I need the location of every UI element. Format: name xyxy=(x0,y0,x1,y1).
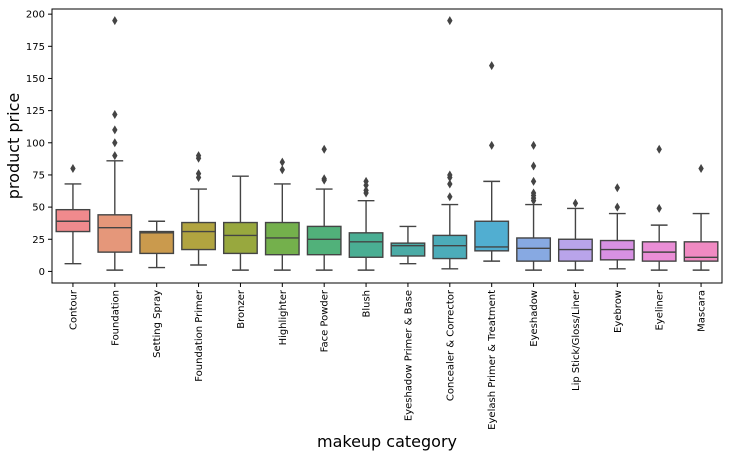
outlier-point xyxy=(530,188,537,198)
box-group xyxy=(181,151,217,266)
box-iqr xyxy=(432,234,468,260)
box-iqr xyxy=(97,214,133,253)
x-tick-label: Eyebrow xyxy=(613,290,624,333)
x-tick-label: Face Powder xyxy=(320,289,331,352)
box-iqr xyxy=(181,221,217,251)
y-axis-title: product price xyxy=(4,93,23,199)
x-axis-title: makeup category xyxy=(317,432,457,451)
box-group xyxy=(599,183,635,270)
x-axis: Contour Foundation Setting Spray Foundation… xyxy=(68,283,708,430)
outlier-point xyxy=(698,164,704,174)
box-iqr xyxy=(306,225,342,256)
outlier-point xyxy=(321,144,327,154)
x-tick-label: Foundation Primer xyxy=(194,289,205,382)
x-tick-label: Contour xyxy=(68,289,79,330)
box-group xyxy=(641,144,677,271)
x-tick-label: Concealer & Corrector xyxy=(445,289,456,401)
x-tick-label: Setting Spray xyxy=(152,290,163,358)
outlier-point xyxy=(614,202,621,212)
y-tick-label: 50 xyxy=(32,203,45,214)
y-tick-label: 125 xyxy=(26,106,45,117)
y-tick-label: 200 xyxy=(26,10,45,21)
outlier-point xyxy=(530,140,537,150)
box-iqr xyxy=(139,230,175,255)
outlier-point xyxy=(447,179,453,189)
outlier-point xyxy=(656,144,662,154)
outlier-point xyxy=(488,140,495,150)
y-tick-label: 0 xyxy=(39,267,45,278)
box-group xyxy=(139,220,175,269)
outlier-point xyxy=(447,170,453,180)
y-tick-label: 150 xyxy=(26,74,45,85)
box-group xyxy=(390,225,426,265)
box-iqr xyxy=(474,220,510,252)
x-tick-label: Bronzer xyxy=(236,289,247,329)
outlier-point xyxy=(572,198,579,208)
boxes-layer xyxy=(55,16,719,271)
outlier-point xyxy=(614,183,621,193)
outlier-point xyxy=(195,151,202,161)
box-group xyxy=(348,176,384,271)
box-group xyxy=(474,61,510,262)
outlier-point xyxy=(112,109,118,119)
y-axis: 0 25 50 75 100 125 150 175 200 xyxy=(26,10,52,278)
outlier-point xyxy=(112,138,118,148)
x-tick-label: Highlighter xyxy=(278,289,289,345)
box-iqr xyxy=(683,241,719,262)
outlier-point xyxy=(70,164,76,174)
outlier-point xyxy=(447,192,453,202)
x-tick-label: Mascara xyxy=(697,290,708,332)
x-tick-label: Eyeshadow Primer & Base xyxy=(403,290,414,421)
outlier-point xyxy=(447,16,453,26)
x-tick-label: Lip Stick/Gloss/Liner xyxy=(571,289,582,391)
box-group xyxy=(222,175,258,271)
y-tick-label: 75 xyxy=(32,170,45,181)
box-group xyxy=(557,198,593,271)
x-tick-label: Blush xyxy=(362,290,373,318)
box-group xyxy=(432,16,468,270)
box-group xyxy=(55,164,91,265)
box-group xyxy=(516,140,552,271)
plot-frame xyxy=(51,8,723,284)
box-group xyxy=(97,16,133,271)
outlier-point xyxy=(363,176,369,186)
box-group xyxy=(306,144,342,271)
box-iqr xyxy=(348,232,384,258)
x-tick-label: Foundation xyxy=(110,290,121,346)
x-tick-label: Eyeliner xyxy=(655,289,666,330)
y-tick-label: 175 xyxy=(26,42,45,53)
outlier-point xyxy=(363,185,369,195)
box-iqr xyxy=(222,221,258,255)
box-iqr xyxy=(516,237,552,262)
y-tick-label: 25 xyxy=(32,235,45,246)
outlier-point xyxy=(488,61,495,71)
outlier-point xyxy=(279,165,286,175)
x-tick-label: Eyeshadow xyxy=(529,290,540,347)
outlier-point xyxy=(321,174,327,184)
outlier-point xyxy=(656,203,662,213)
box-group xyxy=(683,164,719,271)
outlier-point xyxy=(112,16,118,26)
outlier-point xyxy=(279,157,286,167)
outlier-point xyxy=(530,176,537,186)
outlier-point xyxy=(530,161,537,171)
x-tick-label: Eyelash Primer & Treatment xyxy=(487,290,498,430)
outlier-point xyxy=(195,169,202,179)
outlier-point xyxy=(112,151,118,161)
outlier-point xyxy=(112,125,118,135)
box-group xyxy=(264,157,300,271)
y-tick-label: 100 xyxy=(26,138,45,149)
